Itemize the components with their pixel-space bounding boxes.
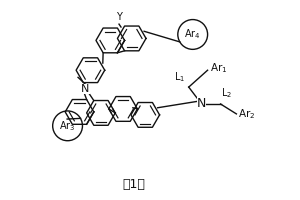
- Text: Ar$_3$: Ar$_3$: [59, 119, 76, 133]
- Text: N: N: [197, 97, 206, 110]
- Text: L$_2$: L$_2$: [221, 86, 232, 100]
- Text: （1）: （1）: [123, 178, 146, 191]
- Text: Ar$_1$: Ar$_1$: [210, 61, 227, 75]
- Text: L$_1$: L$_1$: [174, 70, 185, 84]
- Text: Ar$_4$: Ar$_4$: [184, 28, 201, 41]
- Text: N: N: [81, 84, 90, 94]
- Text: Y: Y: [116, 12, 122, 22]
- Text: Ar$_2$: Ar$_2$: [238, 107, 256, 121]
